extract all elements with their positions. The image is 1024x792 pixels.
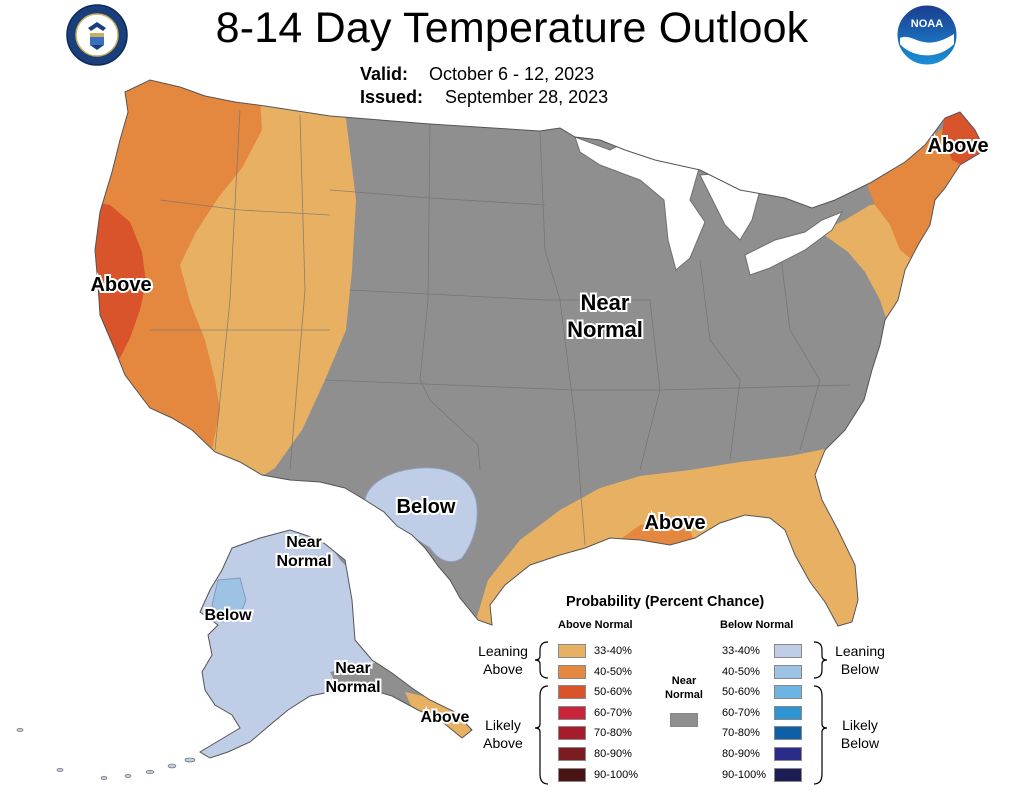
central-near-label-line2: Normal <box>567 317 643 342</box>
issued-label: Issued: <box>360 87 424 107</box>
alaska-above-label: Above <box>421 709 470 726</box>
legend-near-normal: Near Normal <box>654 674 714 702</box>
legend-above-swatch <box>558 685 586 700</box>
legend-above-label: 33-40% <box>594 645 632 657</box>
legend-below-swatch <box>774 726 802 741</box>
legend-below-swatch <box>774 747 802 761</box>
legend-below-swatch <box>774 705 802 720</box>
aleutian-islands <box>16 728 196 780</box>
legend-below-swatch <box>774 767 802 782</box>
legend-above-label: 40-50% <box>594 665 632 678</box>
issued-value: September 28, 2023 <box>445 87 609 107</box>
page-title: 8-14 Day Temperature Outlook <box>215 4 809 52</box>
legend-likely-below-line2: Below <box>840 735 880 751</box>
legend-leaning-above: Leaning Above <box>470 642 536 678</box>
legend-below-header: Below Normal <box>720 619 794 631</box>
legend-title: Probability (Percent Chance) <box>566 594 765 610</box>
legend-leaning-above-line1: Leaning <box>478 643 528 659</box>
legend-above-label: 90-100% <box>594 768 639 781</box>
legend-above-label: 50-60% <box>594 686 632 699</box>
probability-legend: Probability (Percent Chance) Above Norma… <box>470 594 900 790</box>
alaska-outline <box>199 529 473 759</box>
valid-row: Valid: October 6 - 12, 2023 <box>360 64 594 85</box>
conus-outline <box>94 79 986 627</box>
alaska-below-label: Below <box>204 607 252 624</box>
legend-below-label: 50-60% <box>722 686 760 699</box>
legend-above-swatch <box>558 664 586 679</box>
issued-row: Issued: September 28, 2023 <box>360 87 608 108</box>
legend-above-swatch <box>558 767 586 782</box>
legend-likely-above-line2: Above <box>483 735 523 751</box>
alaska-south-near-label-line1: Near <box>335 660 371 677</box>
legend-above-label: 70-80% <box>594 727 632 740</box>
legend-below-swatch <box>774 664 802 679</box>
legend-leaning-below-line2: Below <box>840 661 880 677</box>
legend-above-swatch <box>558 726 586 741</box>
noaa-logo-text: NOAA <box>911 18 943 30</box>
alaska-north-near-label-line2: Normal <box>276 553 331 570</box>
legend-below-label: 60-70% <box>722 706 760 719</box>
legend-above-label: 60-70% <box>594 706 632 719</box>
alaska-south-near-label-line2: Normal <box>325 679 380 696</box>
gulf-above-label: Above <box>644 512 705 534</box>
legend-above-header: Above Normal <box>558 619 633 631</box>
legend-above-swatch <box>558 705 586 720</box>
legend-below-label: 90-100% <box>722 768 767 781</box>
northeast-above-label: Above <box>927 135 988 157</box>
legend-likely-above-line1: Likely <box>485 717 521 733</box>
alaska-north-near-label-line1: Near <box>286 534 322 551</box>
legend-below-label: 40-50% <box>722 665 760 678</box>
legend-below-label: 33-40% <box>722 645 760 657</box>
noaa-logo-icon: NOAA <box>896 4 958 66</box>
legend-likely-below-line1: Likely <box>842 717 878 733</box>
legend-below-swatch <box>774 685 802 700</box>
valid-label: Valid: <box>360 64 409 84</box>
legend-above-label: 80-90% <box>594 748 632 760</box>
legend-leaning-below: Leaning Below <box>825 642 895 678</box>
legend-likely-above: Likely Above <box>470 716 536 752</box>
legend-near-line2: Normal <box>665 689 703 701</box>
lake-erie-ontario <box>744 211 844 276</box>
west-above-label: Above <box>90 274 151 296</box>
state-boundaries <box>150 109 851 546</box>
legend-leaning-above-line2: Above <box>483 661 523 677</box>
valid-value: October 6 - 12, 2023 <box>429 64 595 84</box>
legend-below-swatch <box>774 644 802 658</box>
legend-above-swatch <box>558 644 586 658</box>
legend-leaning-below-line1: Leaning <box>835 643 885 659</box>
legend-braces <box>534 641 828 785</box>
alaska-40-50-region <box>211 577 247 623</box>
legend-near-normal-swatch <box>670 713 698 727</box>
legend-above-swatch <box>558 747 586 761</box>
maine-50-60-region <box>942 110 985 168</box>
legend-below-label: 70-80% <box>722 727 760 740</box>
legend-likely-below: Likely Below <box>825 716 895 752</box>
legend-near-line1: Near <box>671 675 697 687</box>
commerce-seal-icon <box>66 4 128 66</box>
legend-below-label: 80-90% <box>722 748 760 760</box>
central-near-label-line1: Near <box>581 290 630 315</box>
texas-below-label: Below <box>397 496 456 518</box>
